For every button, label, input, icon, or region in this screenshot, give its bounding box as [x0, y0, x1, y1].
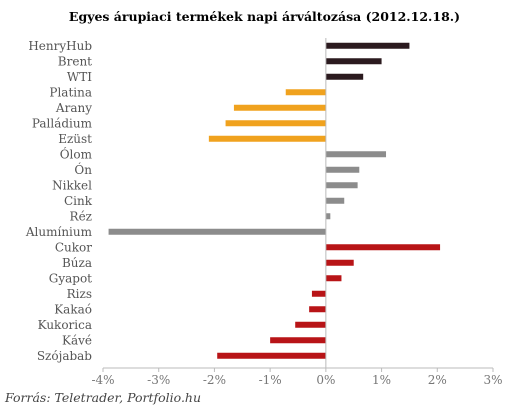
category-label: Rizs [67, 287, 92, 301]
category-label: Gyapot [49, 271, 92, 285]
bar-ólom [325, 151, 387, 158]
bar-henryhub [325, 42, 410, 49]
category-label: Cink [64, 194, 93, 208]
chart-title: Egyes árupiaci termékek napi árváltozása… [68, 9, 461, 24]
category-label: Szójabab [37, 349, 92, 363]
bar-nikkel [325, 182, 358, 189]
category-label: Kávé [62, 333, 92, 347]
category-label: Cukor [55, 240, 92, 254]
bar-gyapot [325, 275, 342, 282]
bar-ón [325, 166, 360, 173]
category-label: WTI [67, 70, 92, 84]
x-tick-label: -4% [91, 373, 114, 387]
category-label: Brent [58, 54, 92, 68]
category-label: Alumínium [25, 225, 93, 239]
bar-palládium [225, 120, 326, 127]
category-label: Arany [55, 101, 92, 115]
category-label: Réz [70, 209, 92, 223]
bars-group [108, 42, 441, 359]
bar-cukor [325, 244, 441, 251]
bar-alumínium [108, 228, 326, 235]
x-tick-label: -1% [259, 373, 282, 387]
bar-kávé [270, 337, 326, 344]
category-label: Ón [74, 161, 92, 177]
category-label: Kakaó [54, 302, 92, 316]
bar-arany [233, 104, 326, 111]
category-label: Kukorica [38, 318, 92, 332]
bar-platina [285, 89, 326, 96]
x-tick-label: -2% [203, 373, 226, 387]
source-note: Forrás: Teletrader, Portfolio.hu [5, 390, 202, 405]
category-label: Búza [62, 256, 92, 270]
bar-szójabab [217, 352, 326, 359]
x-tick-label: 3% [483, 373, 502, 387]
bar-brent [325, 58, 382, 65]
category-label: Ezüst [58, 132, 92, 146]
bar-rizs [311, 290, 326, 297]
bar-búza [325, 259, 354, 266]
bar-kakaó [309, 306, 326, 313]
category-label: HenryHub [28, 39, 92, 53]
x-tick-label: 0% [316, 373, 335, 387]
bar-ezüst [208, 135, 326, 142]
category-label: Palládium [32, 116, 93, 130]
bar-kukorica [295, 321, 326, 328]
category-label: Platina [49, 85, 92, 99]
bar-réz [325, 213, 331, 220]
category-label: Nikkel [52, 178, 92, 192]
x-tick-label: 1% [372, 373, 391, 387]
x-tick-label: -3% [147, 373, 170, 387]
category-label: Ólom [60, 145, 93, 161]
x-axis: -4% -3% -2% -1% 0% 1% 2% 3% [91, 38, 503, 387]
x-tick-label: 2% [428, 373, 447, 387]
bar-wti [325, 73, 364, 80]
bar-cink [325, 197, 345, 204]
